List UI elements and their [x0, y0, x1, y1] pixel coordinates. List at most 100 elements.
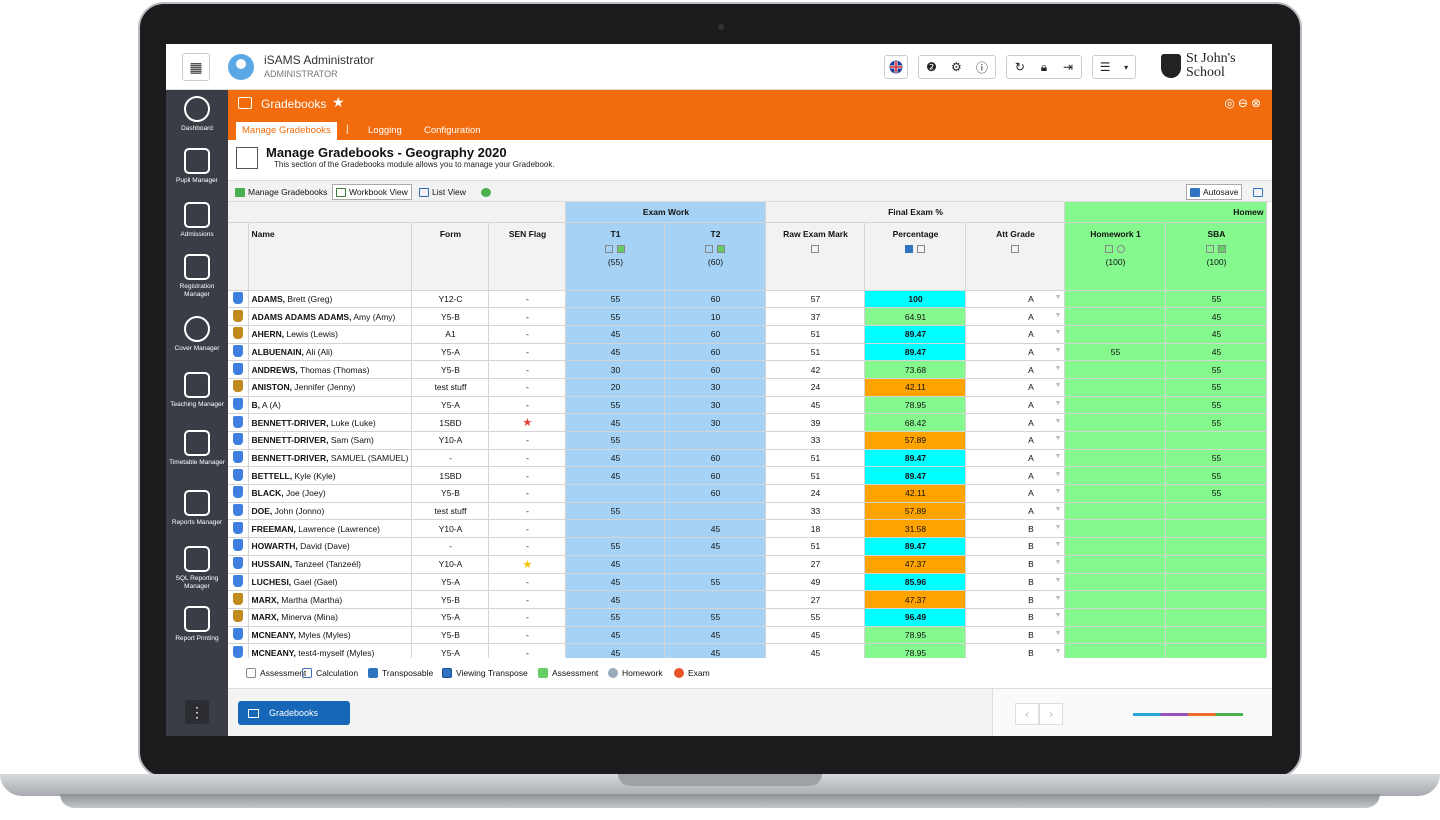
chevron-down-icon[interactable]: ▼	[1054, 470, 1062, 478]
t2-cell[interactable]: 55	[664, 608, 767, 627]
pupil-name-cell[interactable]: LUCHESI, Gael (Gael)	[248, 573, 413, 592]
col-percentage[interactable]: Percentage	[864, 222, 967, 291]
chevron-down-icon[interactable]: ▼	[1054, 453, 1062, 461]
t1-cell[interactable]: 55	[565, 537, 666, 556]
t1-cell[interactable]: 55	[565, 396, 666, 415]
chevron-down-icon[interactable]: ▼	[1054, 364, 1062, 372]
pupil-name-cell[interactable]: ALBUENAIN, Ali (Ali)	[248, 343, 413, 362]
chevron-down-icon[interactable]: ▼	[1054, 293, 1062, 301]
sba-cell[interactable]	[1165, 643, 1268, 658]
t1-cell[interactable]: 55	[565, 608, 666, 627]
att-grade-cell[interactable]: B ▼	[965, 626, 1066, 645]
t1-cell[interactable]: 45	[565, 466, 666, 486]
pupil-name-cell[interactable]: ADAMS, Brett (Greg)	[248, 290, 413, 309]
t2-cell[interactable]: 55	[664, 573, 767, 592]
table-row[interactable]: BENNETT-DRIVER, SAMUEL (SAMUEL) - -45 60 51 8…	[228, 449, 1268, 468]
sba-cell[interactable]: 55	[1165, 396, 1268, 415]
chevron-down-icon[interactable]: ▼	[1054, 311, 1062, 319]
table-row[interactable]: MARX, Minerva (Mina) Y5-A -55 55 55 96.49 B ▼	[228, 608, 1268, 627]
sba-cell[interactable]: 45	[1165, 325, 1268, 344]
homework-1-cell[interactable]	[1064, 466, 1167, 486]
table-row[interactable]: HUSSAIN, Tanzeel (Tanzeél) Y10-A ★ 45 27 47.3…	[228, 555, 1268, 574]
sidebar-item-teaching-manager[interactable]: Teaching Manager	[166, 372, 228, 409]
homework-1-cell[interactable]	[1064, 502, 1167, 521]
sen-flag-cell[interactable]: -	[488, 608, 567, 627]
sba-cell[interactable]	[1165, 537, 1268, 556]
col-t1[interactable]: T1 (55)	[565, 222, 666, 291]
sen-flag-cell[interactable]: -	[488, 484, 567, 503]
att-grade-cell[interactable]: B ▼	[965, 573, 1066, 592]
table-row[interactable]: MCNEANY, Myles (Myles) Y5-B -45 45 45 78.95 B ▼	[228, 626, 1268, 645]
close-icon[interactable]: ⊗	[1250, 96, 1264, 110]
sba-cell[interactable]: 55	[1165, 466, 1268, 486]
att-grade-cell[interactable]: A ▼	[965, 360, 1066, 379]
t2-cell[interactable]: 60	[664, 466, 767, 486]
settings-gear-icon[interactable]: ⚙	[950, 60, 962, 74]
homework-1-cell[interactable]	[1064, 590, 1167, 609]
t1-cell[interactable]: 45	[565, 573, 666, 592]
list-view-button[interactable]: List View	[416, 184, 469, 200]
table-row[interactable]: BENNETT-DRIVER, Luke (Luke) 1SBD ★ 45 30 39 68…	[228, 413, 1268, 432]
info-icon[interactable]: ⓘ	[975, 60, 988, 75]
sidebar-item-cover-manager[interactable]: Cover Manager	[166, 316, 228, 353]
att-grade-cell[interactable]: B ▼	[965, 643, 1066, 658]
att-grade-cell[interactable]: A ▼	[965, 466, 1066, 486]
att-grade-cell[interactable]: B ▼	[965, 590, 1066, 609]
sen-flag-cell[interactable]: -	[488, 519, 567, 539]
sidebar-item-sql-reporting-manager[interactable]: SQL Reporting Manager	[166, 546, 228, 591]
sidebar-item-reports-manager[interactable]: Reports Manager	[166, 490, 228, 527]
chevron-down-icon[interactable]: ▼	[1054, 559, 1062, 567]
pupil-name-cell[interactable]: HUSSAIN, Tanzeel (Tanzeél)	[248, 555, 413, 574]
table-row[interactable]: ALBUENAIN, Ali (Ali) Y5-A -45 60 51 89.47 A ▼ 55…	[228, 343, 1268, 362]
chevron-down-icon[interactable]: ▼	[1054, 594, 1062, 602]
sba-cell[interactable]	[1165, 519, 1268, 539]
sidebar-item-pupil-manager[interactable]: Pupil Manager	[166, 148, 228, 185]
homework-1-cell[interactable]	[1064, 431, 1167, 450]
homework-1-cell[interactable]	[1064, 643, 1167, 658]
sidebar-item-dashboard[interactable]: Dashboard	[166, 96, 228, 133]
pupil-name-cell[interactable]: AHERN, Lewis (Lewis)	[248, 325, 413, 344]
t2-cell[interactable]: 45	[664, 537, 767, 556]
pupil-name-cell[interactable]: MCNEANY, Myles (Myles)	[248, 626, 413, 645]
col-form[interactable]: Form	[411, 222, 490, 291]
account-icon[interactable]: ❷	[926, 60, 937, 74]
t2-cell[interactable]: 60	[664, 484, 767, 503]
pupil-name-cell[interactable]: BENNETT-DRIVER, SAMUEL (SAMUEL)	[248, 449, 413, 468]
sen-flag-cell[interactable]: -	[488, 573, 567, 592]
pupil-name-cell[interactable]: DOE, John (Jonno)	[248, 502, 413, 521]
sba-cell[interactable]: 55	[1165, 449, 1268, 468]
t2-cell[interactable]: 60	[664, 449, 767, 468]
sba-cell[interactable]: 45	[1165, 343, 1268, 362]
att-grade-cell[interactable]: B ▼	[965, 608, 1066, 627]
sba-cell[interactable]: 55	[1165, 484, 1268, 503]
t1-cell[interactable]: 45	[565, 343, 666, 362]
t1-cell[interactable]: 45	[565, 413, 666, 432]
sba-cell[interactable]: 55	[1165, 290, 1268, 309]
t2-cell[interactable]: 60	[664, 360, 767, 379]
sen-flag-cell[interactable]: ★	[488, 413, 567, 432]
sba-cell[interactable]	[1165, 626, 1268, 645]
table-row[interactable]: HOWARTH, David (Dave) - -55 45 51 89.47 B ▼	[228, 537, 1268, 556]
table-row[interactable]: ADAMS, Brett (Greg) Y12-C -55 60 57 100 A ▼ 55	[228, 290, 1268, 309]
att-grade-cell[interactable]: A ▼	[965, 484, 1066, 503]
t1-cell[interactable]: 55	[565, 502, 666, 521]
homework-1-cell[interactable]	[1064, 519, 1167, 539]
pupil-name-cell[interactable]: HOWARTH, David (Dave)	[248, 537, 413, 556]
sen-flag-cell[interactable]: -	[488, 502, 567, 521]
language-flag-icon[interactable]	[884, 55, 908, 79]
t2-cell[interactable]: 60	[664, 325, 767, 344]
tab-configuration[interactable]: Configuration	[424, 125, 481, 136]
t2-cell[interactable]: 10	[664, 307, 767, 326]
more-menu-icon[interactable]: ⋮	[185, 700, 209, 724]
workbook-view-button[interactable]: Workbook View	[332, 184, 412, 200]
restore-icon[interactable]: ◎	[1224, 96, 1238, 110]
t1-cell[interactable]: 30	[565, 360, 666, 379]
table-row[interactable]: FREEMAN, Lawrence (Lawrence) Y10-A -45 18 31…	[228, 519, 1268, 539]
att-grade-cell[interactable]: B ▼	[965, 555, 1066, 574]
chevron-down-icon[interactable]: ▼	[1054, 346, 1062, 354]
t2-cell[interactable]	[664, 431, 767, 450]
chevron-down-icon[interactable]: ▼	[1054, 576, 1062, 584]
chevron-down-icon[interactable]: ▼	[1054, 329, 1062, 337]
sen-flag-cell[interactable]: -	[488, 378, 567, 397]
homework-1-cell[interactable]	[1064, 573, 1167, 592]
